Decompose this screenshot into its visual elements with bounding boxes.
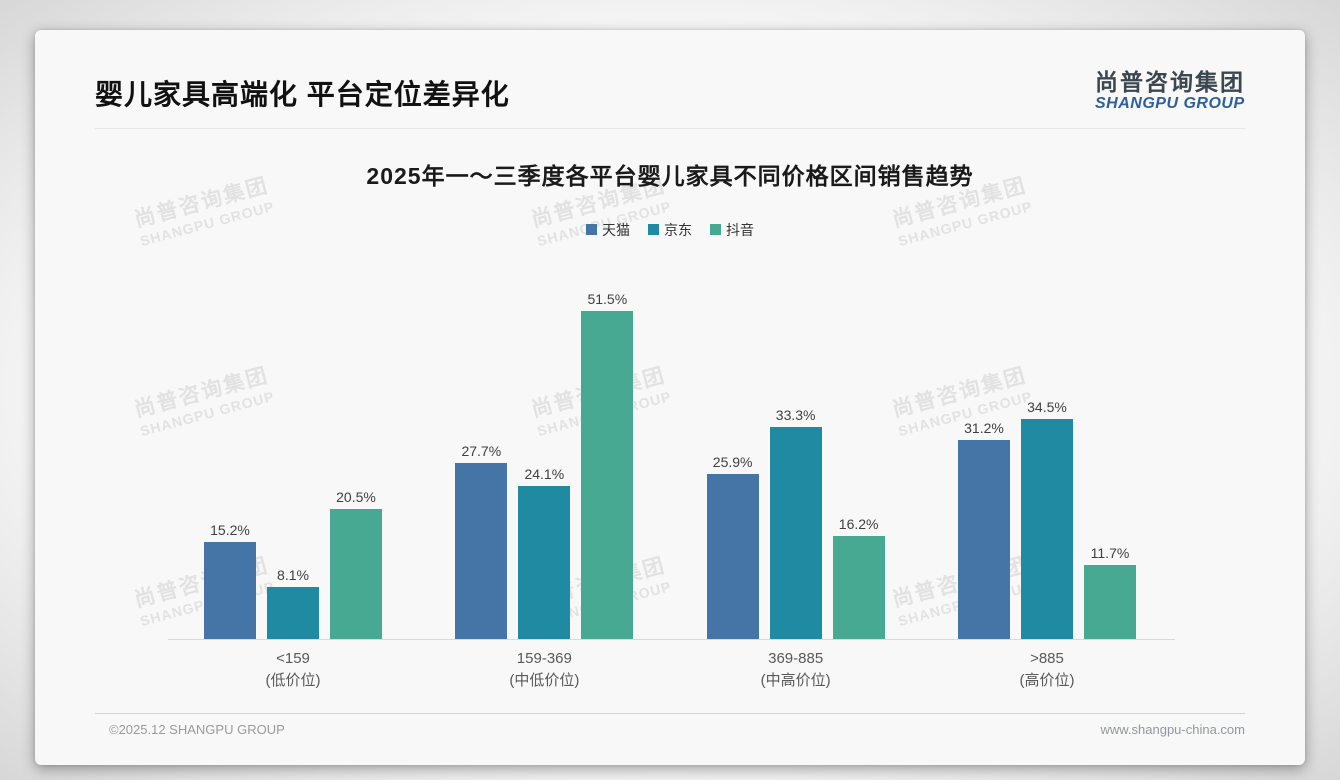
bar-wrap: 8.1%	[267, 567, 319, 639]
bar-wrap: 25.9%	[706, 453, 759, 639]
bar-group: 15.2% 8.1% 20.5%	[204, 489, 382, 639]
chart-bar	[706, 473, 759, 639]
legend-swatch	[586, 224, 597, 236]
bar-value-label: 33.3%	[775, 406, 816, 423]
bar-value-label: 8.1%	[277, 566, 309, 583]
bar-wrap: 34.5%	[1020, 398, 1073, 639]
bar-wrap: 11.7%	[1083, 544, 1136, 639]
chart-bar	[267, 586, 319, 639]
legend-item: 天猫	[586, 220, 630, 240]
legend-label: 抖音	[726, 221, 754, 238]
header-divider	[95, 127, 1245, 129]
slide-card: 尚普咨询集团 SHANGPU GROUP 尚普咨询集团 SHANGPU GROUP 尚普…	[35, 30, 1305, 765]
bar-wrap: 27.7%	[455, 442, 508, 639]
bar-value-label: 11.7%	[1090, 544, 1130, 561]
bar-wrap: 24.1%	[518, 465, 571, 639]
chart-bar	[1020, 418, 1073, 639]
slide-footer: ©2025.12 SHANGPU GROUP www.shangpu-china…	[95, 713, 1245, 737]
legend-swatch	[710, 224, 721, 236]
chart-x-axis-labels: <159 (低价位) 159-369 (中低价位) 369-885 (中高价位) >885 (…	[168, 648, 1175, 692]
chart-bar	[1083, 564, 1136, 639]
x-axis-category-label: <159 (低价位)	[204, 648, 382, 692]
chart-title: 2025年一～三季度各平台婴儿家具不同价格区间销售趋势	[366, 162, 974, 189]
company-logo: 尚普咨询集团 SHANGPU GROUP	[1095, 69, 1245, 113]
legend-swatch	[648, 224, 659, 236]
footer-website: www.shangpu-china.com	[1100, 722, 1245, 737]
x-axis-category-label: >885 (高价位)	[958, 648, 1136, 692]
bar-wrap: 31.2%	[957, 419, 1010, 639]
bar-value-label: 16.2%	[838, 515, 879, 532]
bar-wrap: 20.5%	[330, 489, 382, 639]
bar-value-label: 34.5%	[1027, 398, 1067, 415]
bar-wrap: 16.2%	[832, 515, 885, 639]
x-axis-range: 159-369	[516, 649, 572, 667]
x-axis-range: <159	[276, 649, 310, 667]
bar-value-label: 27.7%	[461, 442, 502, 459]
slide-header: 婴儿家具高端化 平台定位差异化 尚普咨询集团 SHANGPU GROUP	[95, 69, 1245, 113]
bar-value-label: 15.2%	[210, 521, 250, 538]
bar-wrap: 15.2%	[204, 522, 256, 639]
chart-plot-area: 15.2% 8.1% 20.5% 27.7% 24.1% 51.5% 25.9% 33.3% 1…	[168, 290, 1175, 640]
legend-label: 天猫	[602, 221, 630, 238]
bar-group: 31.2% 34.5% 11.7%	[957, 398, 1136, 639]
x-axis-tier: (中低价位)	[509, 671, 580, 689]
chart-bar	[518, 485, 571, 639]
chart-bar	[330, 508, 382, 639]
legend-item: 京东	[648, 220, 692, 240]
bar-value-label: 24.1%	[524, 465, 565, 482]
page-title: 婴儿家具高端化 平台定位差异化	[95, 78, 510, 110]
chart-bar	[455, 462, 508, 639]
bar-value-label: 20.5%	[336, 488, 376, 505]
chart-bar	[581, 310, 634, 639]
bar-wrap: 33.3%	[769, 406, 822, 639]
bar-group: 25.9% 33.3% 16.2%	[706, 406, 885, 639]
bar-chart: 2025年一～三季度各平台婴儿家具不同价格区间销售趋势 天猫 京东 抖音 15.2%…	[35, 157, 1305, 692]
legend-label: 京东	[664, 221, 692, 238]
x-axis-range: >885	[1030, 649, 1064, 667]
chart-legend: 天猫 京东 抖音	[35, 221, 1305, 239]
chart-bar	[957, 439, 1010, 639]
x-axis-range: 369-885	[768, 649, 824, 667]
legend-item: 抖音	[710, 220, 754, 240]
bar-value-label: 51.5%	[587, 290, 628, 307]
x-axis-tier: (中高价位)	[760, 671, 831, 689]
bar-group: 27.7% 24.1% 51.5%	[455, 290, 634, 639]
x-axis-tier: (低价位)	[265, 671, 321, 689]
chart-bar	[832, 535, 885, 639]
x-axis-category-label: 159-369 (中低价位)	[455, 648, 633, 692]
x-axis-tier: (高价位)	[1019, 671, 1075, 689]
chart-bar	[204, 541, 256, 639]
bar-value-label: 31.2%	[964, 419, 1004, 436]
x-axis-category-label: 369-885 (中高价位)	[707, 648, 885, 692]
bar-value-label: 25.9%	[712, 453, 753, 470]
chart-bar	[769, 426, 822, 639]
logo-text-cn: 尚普咨询集团	[1095, 69, 1245, 95]
logo-text-en: SHANGPU GROUP	[1095, 95, 1245, 113]
footer-copyright: ©2025.12 SHANGPU GROUP	[109, 722, 285, 737]
bar-wrap: 51.5%	[581, 290, 634, 639]
